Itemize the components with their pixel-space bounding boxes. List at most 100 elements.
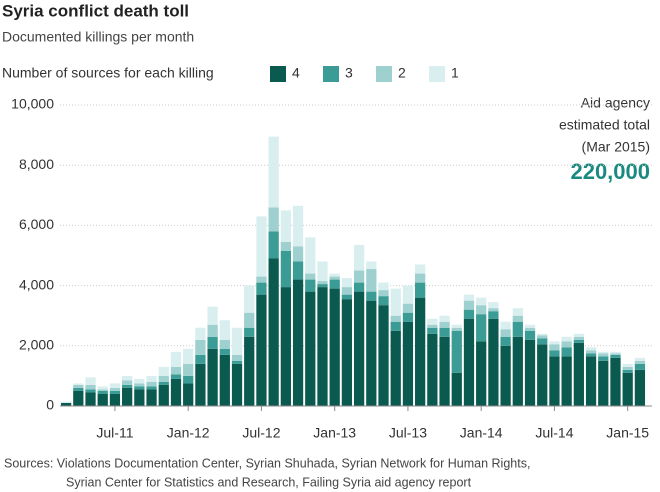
bar-segment (524, 324, 536, 328)
bar-segment (195, 354, 206, 364)
bar-segment (146, 386, 157, 390)
bar-segment (537, 338, 548, 345)
x-tick-label: Jan-14 (460, 425, 503, 441)
bar-segment (183, 348, 194, 364)
bar-segment (622, 363, 633, 367)
bar-segment (85, 389, 96, 393)
bar-segment (353, 244, 365, 271)
bar-segment (134, 378, 145, 384)
y-tick-label: 10,000 (11, 96, 54, 112)
bar-segment (476, 297, 487, 306)
bar-segment (610, 354, 621, 358)
bar-segment (488, 302, 499, 309)
bar-segment (207, 336, 218, 349)
bar-segment (451, 372, 462, 406)
bar-segment (109, 393, 121, 406)
bar-segment (500, 336, 511, 346)
bar-segment (353, 291, 365, 406)
bar-segment (329, 288, 340, 406)
bar-segment (415, 273, 426, 283)
bar-segment (305, 273, 316, 280)
bar-segment (415, 297, 426, 406)
bar-segment (488, 311, 499, 319)
legend-swatch (376, 66, 392, 82)
bar-segment (390, 330, 401, 406)
bar-segment (341, 287, 353, 295)
x-tick-label: Jul-12 (242, 425, 280, 441)
bar-segment (183, 375, 194, 384)
bar-segment (231, 363, 243, 406)
bar-segment (170, 366, 182, 375)
bar-segment (146, 389, 157, 406)
bar-segment (268, 136, 279, 208)
bar-segment (183, 363, 194, 376)
bar-segment (402, 321, 414, 406)
bar-segment (256, 276, 267, 283)
bar-segment (170, 351, 182, 367)
bar-segment (158, 381, 169, 385)
bar-segment (585, 350, 597, 354)
bar-segment (378, 305, 389, 406)
bar-segment (122, 380, 133, 385)
bar-segment (317, 281, 328, 285)
bar-segment (256, 282, 267, 295)
bar-segment (537, 333, 548, 336)
bar-segment (622, 372, 633, 406)
bar-segment (280, 210, 291, 242)
bar-segment (353, 270, 365, 283)
bar-segment (366, 291, 377, 301)
bar-segment (598, 351, 609, 354)
bar-segment (524, 327, 536, 331)
y-tick-label: 2,000 (19, 337, 54, 353)
bar-segment (573, 339, 584, 343)
bar-segment (292, 279, 304, 406)
bar-segment (500, 329, 511, 337)
bar-segment (512, 308, 523, 316)
bar-segment (109, 387, 121, 391)
bar-segment (170, 374, 182, 379)
bar-segment (183, 383, 194, 406)
bar-segment (463, 309, 475, 319)
bar-segment (244, 327, 255, 337)
bar-segment (561, 356, 572, 406)
bar-segment (170, 378, 182, 406)
bar-segment (60, 402, 72, 406)
bar-segment (634, 360, 646, 364)
legend-label: 2 (398, 65, 406, 81)
bar-segment (280, 287, 291, 406)
bar-segment (488, 318, 499, 406)
bar-segment (85, 377, 96, 385)
bar-segment (158, 375, 169, 382)
bar-segment (158, 384, 169, 406)
bar-segment (585, 356, 597, 406)
x-tick-label: Jan-12 (167, 425, 210, 441)
bar-segment (268, 258, 279, 406)
bar-segment (439, 321, 450, 328)
bar-segment (292, 246, 304, 262)
legend-title: Number of sources for each killing (2, 65, 214, 81)
bar-segment (451, 327, 462, 331)
bar-segment (97, 393, 108, 406)
bar-segment (122, 375, 133, 381)
bar-segment (219, 339, 230, 349)
bar-segment (585, 347, 597, 351)
bar-segment (231, 360, 243, 364)
bar-segment (122, 384, 133, 388)
bar-segment (268, 207, 279, 232)
chart-title: Syria conflict death toll (2, 1, 189, 20)
legend-swatch (270, 66, 286, 82)
bar-segment (195, 363, 206, 406)
bar-segment (244, 285, 255, 313)
y-tick-label: 8,000 (19, 156, 54, 172)
source: Syrian Center for Statistics and Researc… (66, 475, 472, 489)
bar-segment (256, 294, 267, 406)
bar-segment (549, 344, 560, 351)
bar-segment (280, 250, 291, 288)
x-tick-label: Jan-15 (606, 425, 649, 441)
bar-segment (537, 344, 548, 406)
x-tick-label: Jul-13 (389, 425, 427, 441)
y-tick-label: 4,000 (19, 276, 54, 292)
annotation: Aid agency (581, 95, 650, 111)
bar-segment (585, 353, 597, 357)
